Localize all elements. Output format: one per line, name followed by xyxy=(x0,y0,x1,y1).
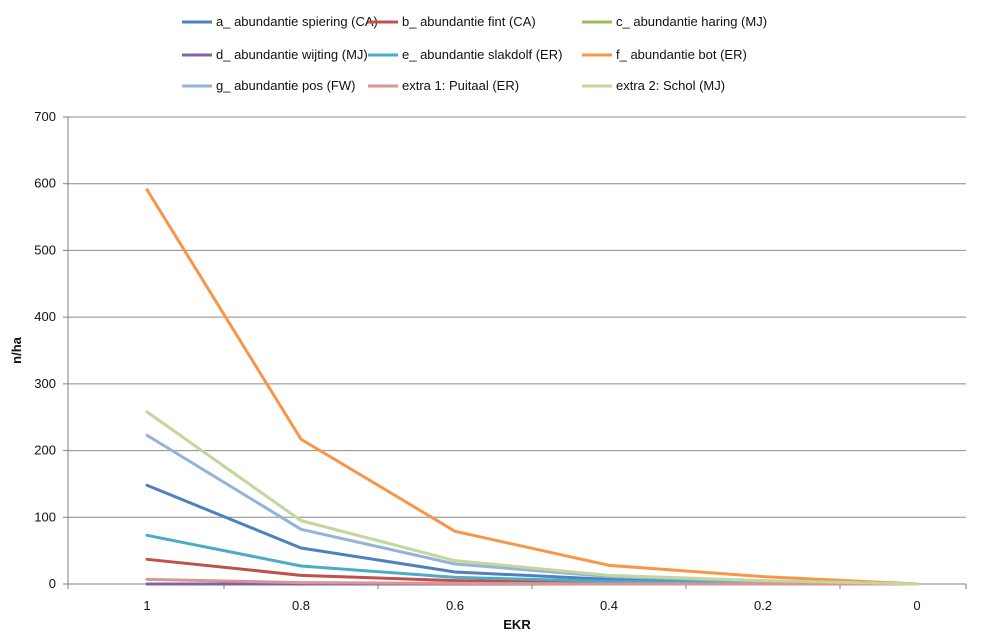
axes xyxy=(63,116,967,589)
y-axis-title: n/ha xyxy=(9,336,24,363)
y-tick-label: 500 xyxy=(34,242,56,257)
series-line-9 xyxy=(145,410,919,586)
series-line-7 xyxy=(145,433,919,586)
series-lines xyxy=(145,188,919,586)
legend-label-3: c_ abundantie haring (MJ) xyxy=(616,14,767,29)
legend-label-2: b_ abundantie fint (CA) xyxy=(402,14,536,29)
series-line-6 xyxy=(145,188,919,586)
y-tick-label: 100 xyxy=(34,509,56,524)
legend-label-4: d_ abundantie wijting (MJ) xyxy=(216,47,368,62)
x-axis-title: EKR xyxy=(503,617,531,632)
x-tick-label: 1 xyxy=(143,598,150,613)
legend-label-9: extra 2: Schol (MJ) xyxy=(616,78,725,93)
series-line-8 xyxy=(145,577,919,586)
legend-label-1: a_ abundantie spiering (CA) xyxy=(216,14,378,29)
y-tick-label: 700 xyxy=(34,109,56,124)
y-tick-label: 0 xyxy=(49,576,56,591)
x-tick-label: 0.2 xyxy=(754,598,772,613)
y-tick-label: 200 xyxy=(34,443,56,458)
gridlines xyxy=(68,116,966,518)
y-tick-label: 400 xyxy=(34,309,56,324)
x-tick-label: 0 xyxy=(913,598,920,613)
legend: a_ abundantie spiering (CA) b_ abundantie… xyxy=(182,14,767,93)
x-axis-tick-labels: 1 0.8 0.6 0.4 0.2 0 xyxy=(143,598,920,613)
legend-label-8: extra 1: Puitaal (ER) xyxy=(402,78,519,93)
legend-label-5: e_ abundantie slakdolf (ER) xyxy=(402,47,562,62)
x-tick-label: 0.4 xyxy=(600,598,618,613)
y-tick-label: 600 xyxy=(34,176,56,191)
y-tick-label: 300 xyxy=(34,376,56,391)
legend-label-7: g_ abundantie pos (FW) xyxy=(216,78,355,93)
x-tick-label: 0.6 xyxy=(446,598,464,613)
x-tick-label: 0.8 xyxy=(292,598,310,613)
legend-label-6: f_ abundantie bot (ER) xyxy=(616,47,747,62)
y-axis-tick-labels: 0 100 200 300 400 500 600 700 xyxy=(34,109,56,591)
